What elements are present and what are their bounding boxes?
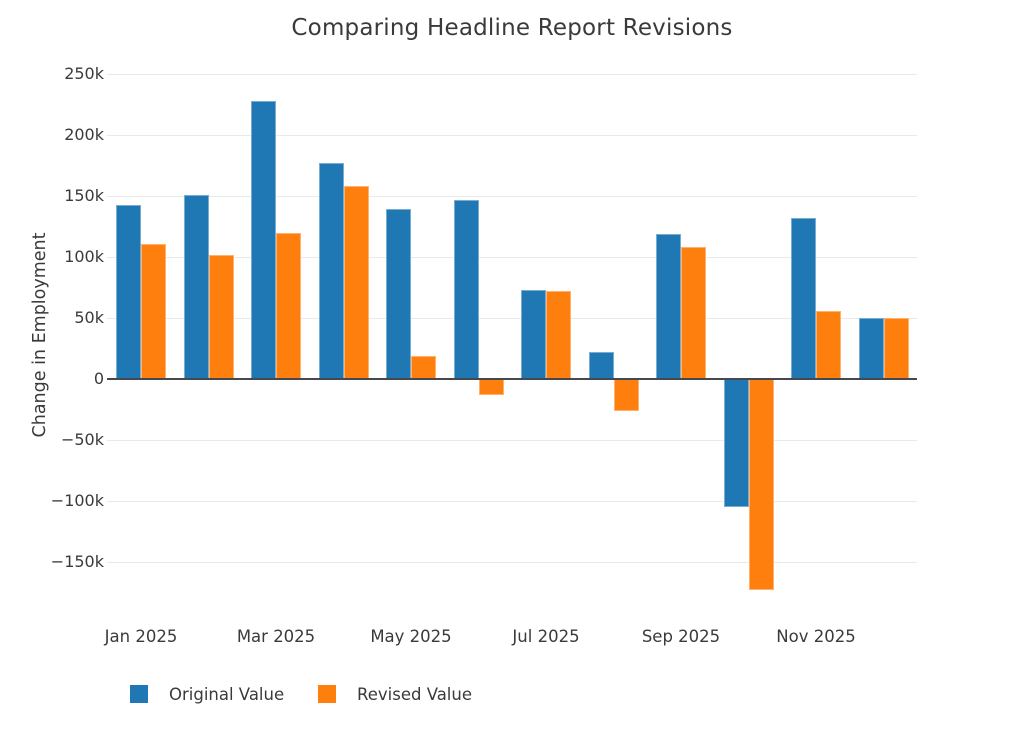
x-tick-label: Sep 2025 (641, 627, 721, 646)
x-tick-label: Nov 2025 (776, 627, 856, 646)
bar-revised-value-may-2025[interactable] (411, 355, 436, 379)
legend-label-revised: Revised Value (357, 684, 473, 704)
bar-revised-value-dec-2025[interactable] (883, 318, 909, 379)
bar-original-value-feb-2025[interactable] (183, 194, 209, 379)
gridline (107, 317, 917, 319)
bar-revised-value-feb-2025[interactable] (208, 254, 234, 379)
legend-item-original-value[interactable]: Original Value (130, 684, 284, 704)
y-tick-label: 0 (93, 369, 104, 388)
y-tick-label: 50k (74, 308, 104, 327)
chart-title: Comparing Headline Report Revisions (291, 15, 733, 41)
y-tick-label: 200k (64, 125, 104, 144)
bar-original-value-apr-2025[interactable] (318, 163, 344, 379)
y-tick-label: 100k (64, 247, 104, 266)
bar-revised-value-mar-2025[interactable] (276, 232, 301, 379)
y-tick-label: 150k (64, 186, 104, 205)
legend-item-revised-value[interactable]: Revised Value (318, 684, 472, 704)
gridline (107, 195, 917, 197)
x-tick-label: Mar 2025 (236, 627, 316, 646)
bar-original-value-nov-2025[interactable] (791, 217, 816, 379)
y-tick-label: −100k (50, 491, 104, 510)
bar-revised-value-nov-2025[interactable] (816, 310, 841, 379)
bar-original-value-may-2025[interactable] (386, 209, 411, 379)
y-tick-label: −150k (50, 552, 104, 571)
x-tick-label: Jan 2025 (104, 627, 178, 646)
zero-line (107, 378, 917, 380)
bar-original-value-jan-2025[interactable] (116, 204, 141, 379)
y-tick-label: 250k (64, 64, 104, 83)
gridline (107, 134, 917, 136)
bar-original-value-aug-2025[interactable] (588, 352, 614, 379)
bar-revised-value-jan-2025[interactable] (141, 243, 166, 379)
bar-revised-value-sep-2025[interactable] (681, 247, 706, 379)
bar-original-value-jun-2025[interactable] (453, 199, 479, 379)
gridline (107, 256, 917, 258)
bar-revised-value-aug-2025[interactable] (613, 379, 639, 411)
y-tick-label: −50k (60, 430, 104, 449)
bar-revised-value-apr-2025[interactable] (343, 186, 369, 379)
legend-swatch-original-icon (130, 685, 148, 703)
gridline (107, 439, 917, 441)
bar-original-value-jul-2025[interactable] (521, 289, 546, 379)
gridline (107, 73, 917, 75)
legend-swatch-revised-icon (318, 685, 336, 703)
gridline (107, 500, 917, 502)
x-tick-label: May 2025 (370, 627, 452, 646)
bar-original-value-mar-2025[interactable] (251, 100, 276, 379)
bar-original-value-dec-2025[interactable] (858, 318, 884, 379)
bar-original-value-oct-2025[interactable] (723, 379, 749, 508)
x-tick-label: Jul 2025 (512, 627, 580, 646)
bar-revised-value-jul-2025[interactable] (546, 291, 571, 379)
bar-revised-value-jun-2025[interactable] (478, 379, 504, 395)
legend-label-original: Original Value (169, 684, 285, 704)
gridline (107, 561, 917, 563)
bar-revised-value-oct-2025[interactable] (748, 379, 774, 591)
bar-original-value-sep-2025[interactable] (656, 233, 681, 379)
